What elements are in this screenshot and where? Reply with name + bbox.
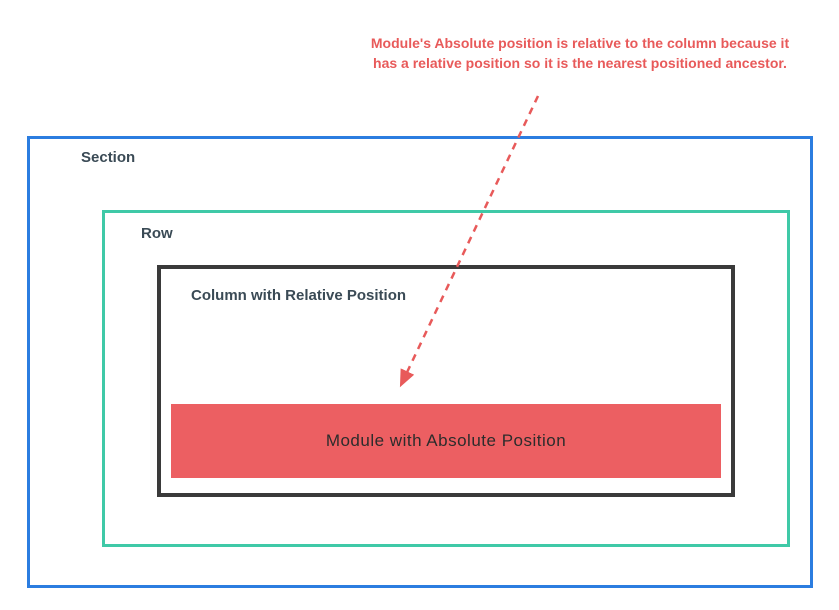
module-box: Module with Absolute Position — [171, 404, 721, 478]
column-label: Column with Relative Position — [191, 287, 406, 304]
module-label: Module with Absolute Position — [326, 431, 566, 451]
row-label: Row — [141, 225, 173, 242]
section-label: Section — [81, 149, 135, 166]
annotation-text: Module's Absolute position is relative t… — [370, 34, 790, 73]
